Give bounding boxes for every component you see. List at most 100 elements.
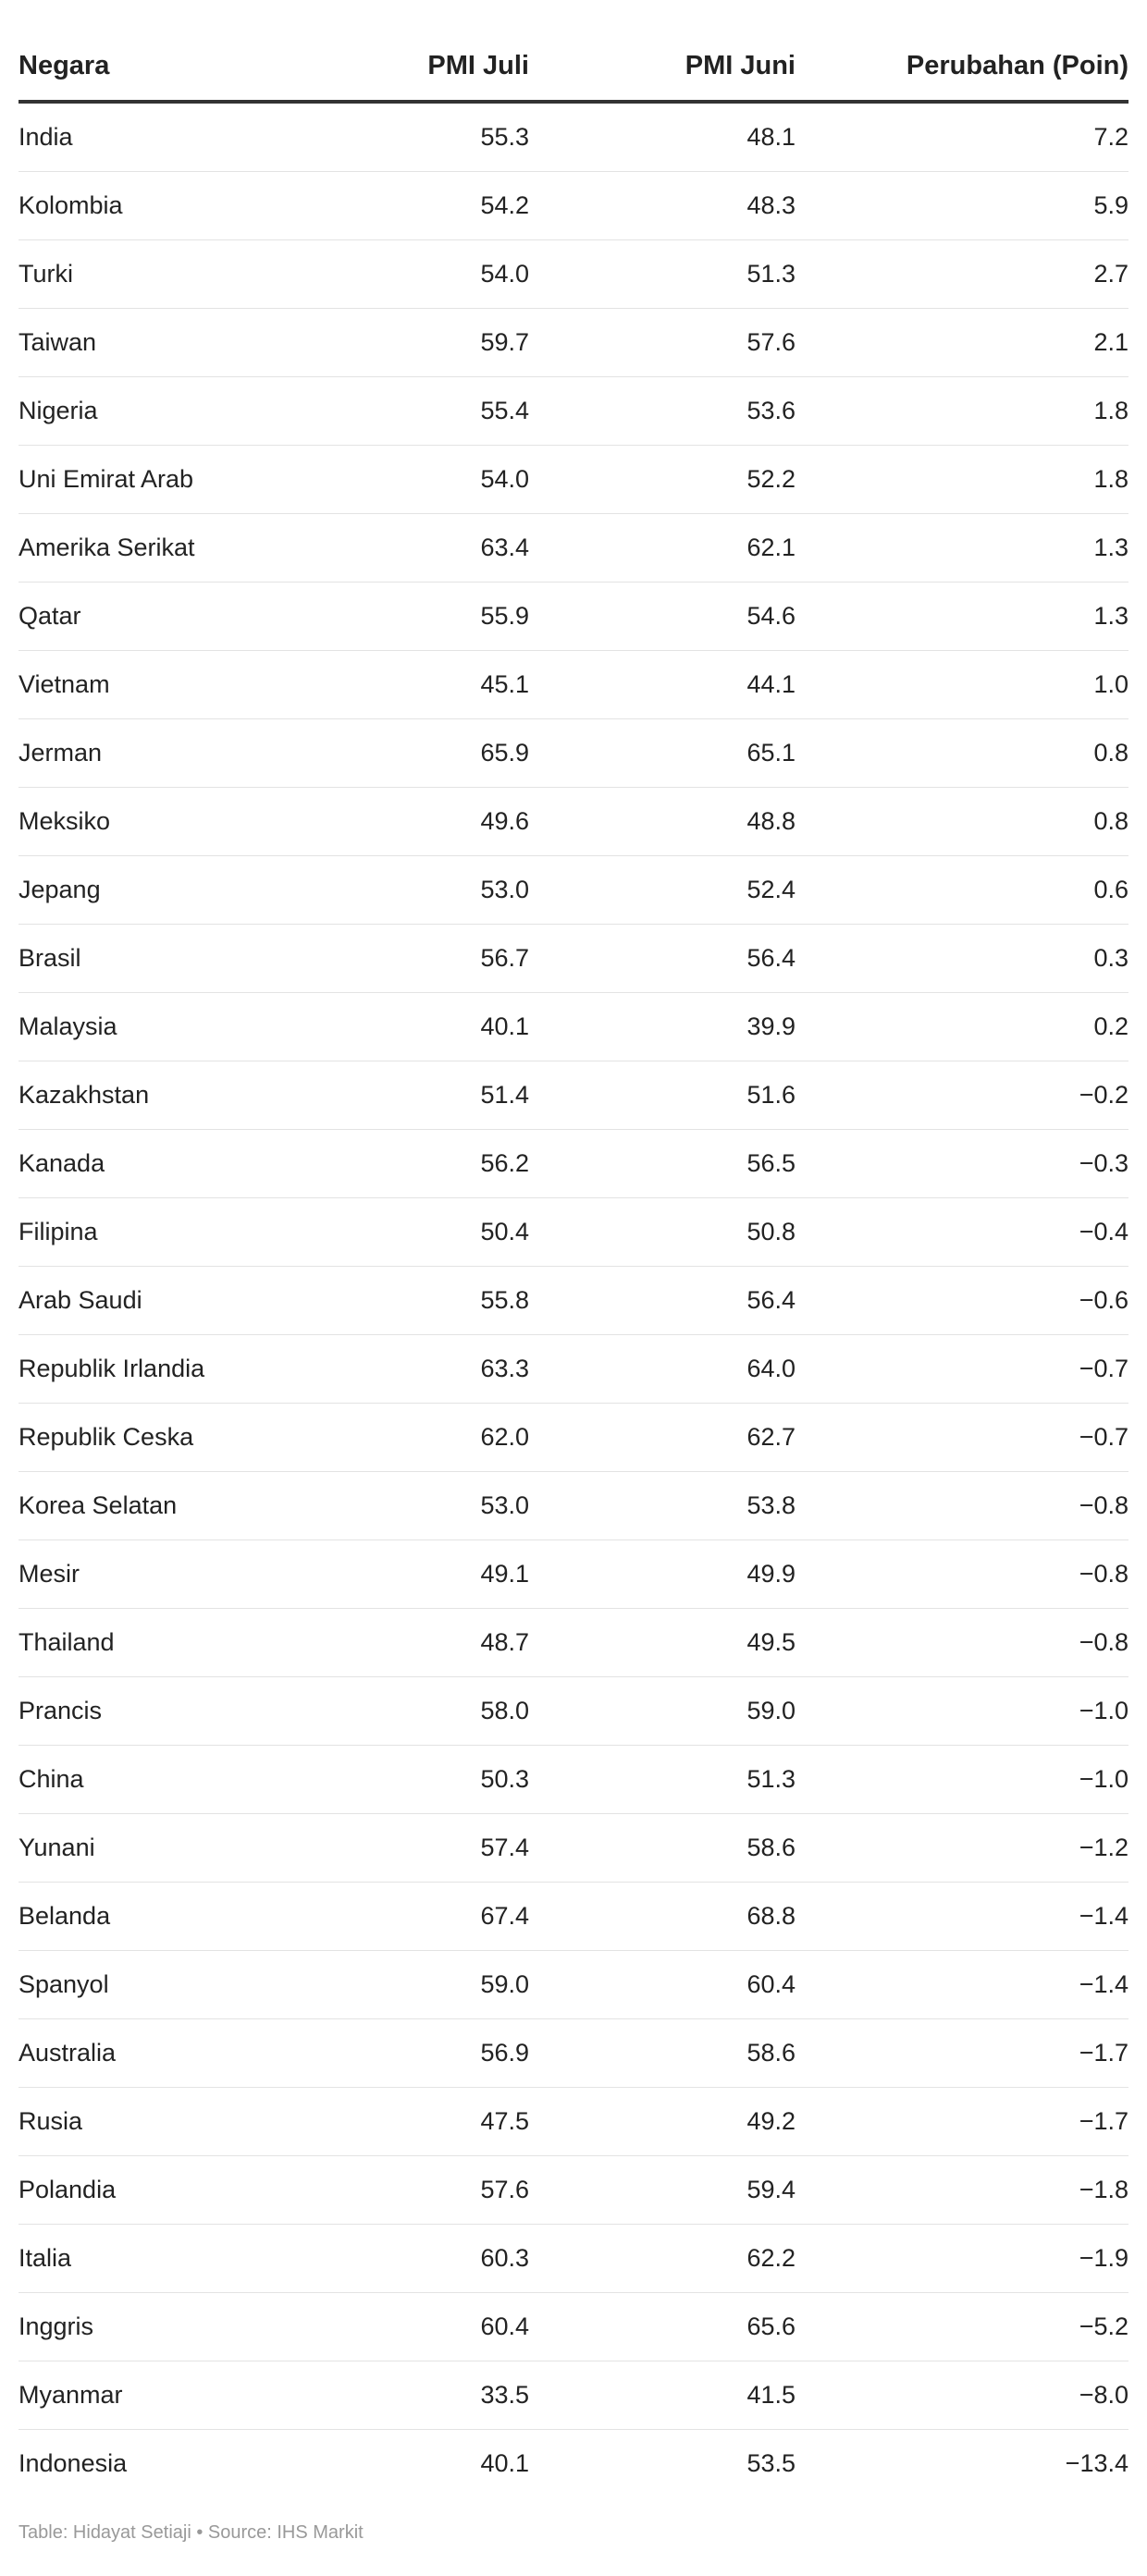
pmi-juli-cell: 51.4: [296, 1061, 529, 1130]
table-row: Prancis 58.0 59.0 −1.0: [18, 1676, 1128, 1746]
country-cell: Turki: [18, 239, 296, 309]
pmi-juli-cell: 65.9: [296, 718, 529, 788]
table-row: Amerika Serikat 63.4 62.1 1.3: [18, 513, 1128, 583]
header-pmi-juli[interactable]: PMI Juli: [296, 0, 529, 104]
pmi-juni-cell: 51.3: [529, 239, 796, 309]
table-row: Vietnam 45.1 44.1 1.0: [18, 650, 1128, 719]
table-row: China 50.3 51.3 −1.0: [18, 1745, 1128, 1814]
change-cell: 1.3: [796, 513, 1128, 583]
pmi-juni-cell: 59.0: [529, 1676, 796, 1746]
country-cell: Brasil: [18, 924, 296, 993]
country-cell: Nigeria: [18, 376, 296, 446]
pmi-juli-cell: 60.4: [296, 2292, 529, 2361]
change-cell: −1.7: [796, 2018, 1128, 2088]
table-row: Brasil 56.7 56.4 0.3: [18, 924, 1128, 993]
header-pmi-juni-label: PMI Juni: [684, 51, 796, 80]
table-row: Uni Emirat Arab 54.0 52.2 1.8: [18, 445, 1128, 514]
pmi-juli-cell: 49.1: [296, 1539, 529, 1609]
pmi-juli-cell: 62.0: [296, 1403, 529, 1472]
country-cell: Polandia: [18, 2155, 296, 2225]
pmi-juli-cell: 57.6: [296, 2155, 529, 2225]
pmi-juli-cell: 55.8: [296, 1266, 529, 1335]
table-row: Republik Irlandia 63.3 64.0 −0.7: [18, 1334, 1128, 1404]
pmi-juli-cell: 56.7: [296, 924, 529, 993]
country-cell: Kolombia: [18, 171, 296, 240]
table-row: Malaysia 40.1 39.9 0.2: [18, 992, 1128, 1061]
pmi-juli-cell: 40.1: [480, 2449, 529, 2477]
change-cell: −1.8: [796, 2155, 1128, 2225]
country-cell: Qatar: [18, 582, 296, 651]
pmi-juli-cell: 67.4: [296, 1882, 529, 1951]
table-row: Belanda 67.4 68.8 −1.4: [18, 1882, 1128, 1951]
pmi-juni-cell: 64.0: [529, 1334, 796, 1404]
country-cell: Inggris: [18, 2292, 296, 2361]
pmi-juni-cell: 44.1: [529, 650, 796, 719]
pmi-juni-cell: 65.6: [529, 2292, 796, 2361]
pmi-juli-cell: 54.2: [296, 171, 529, 240]
pmi-table-container: Negara PMI Juli PMI Juni Perubahan (Poin…: [18, 0, 1128, 2497]
change-cell: −1.2: [796, 1813, 1128, 1883]
pmi-juli-cell: 54.0: [296, 445, 529, 514]
change-cell: −1.0: [796, 1676, 1128, 1746]
header-pmi-juli-label: PMI Juli: [427, 51, 529, 80]
pmi-juni-cell: 56.4: [529, 924, 796, 993]
country-cell: China: [18, 1745, 296, 1814]
table-row: Rusia 47.5 49.2 −1.7: [18, 2087, 1128, 2156]
table-row: Filipina 50.4 50.8 −0.4: [18, 1197, 1128, 1267]
table-header: Negara PMI Juli PMI Juni Perubahan (Poin…: [18, 0, 1128, 104]
pmi-juni-cell: 49.9: [529, 1539, 796, 1609]
header-pmi-juni[interactable]: PMI Juni: [529, 0, 796, 104]
pmi-juli-cell: 55.3: [296, 102, 529, 172]
country-cell: Vietnam: [18, 650, 296, 719]
change-cell: −0.6: [796, 1266, 1128, 1335]
change-cell: −13.4: [1065, 2449, 1128, 2477]
pmi-juni-cell: 68.8: [529, 1882, 796, 1951]
table-row: Mesir 49.1 49.9 −0.8: [18, 1539, 1128, 1609]
change-cell: 1.3: [796, 582, 1128, 651]
country-cell: Belanda: [18, 1882, 296, 1951]
country-cell: Prancis: [18, 1676, 296, 1746]
country-cell: Spanyol: [18, 1950, 296, 2019]
country-cell: Republik Ceska: [18, 1403, 296, 1472]
pmi-juli-cell: 45.1: [296, 650, 529, 719]
pmi-juli-cell: 57.4: [296, 1813, 529, 1883]
change-cell: −0.8: [796, 1471, 1128, 1540]
pmi-juli-cell: 59.7: [296, 308, 529, 377]
table-row: Jerman 65.9 65.1 0.8: [18, 718, 1128, 788]
header-perubahan[interactable]: Perubahan (Poin): [796, 0, 1128, 104]
country-cell: Malaysia: [18, 992, 296, 1061]
change-cell: −1.9: [796, 2224, 1128, 2293]
table-row: Kolombia 54.2 48.3 5.9: [18, 171, 1128, 240]
pmi-juli-cell: 55.9: [296, 582, 529, 651]
pmi-juni-cell: 54.6: [529, 582, 796, 651]
change-cell: 2.7: [796, 239, 1128, 309]
pmi-juli-cell: 60.3: [296, 2224, 529, 2293]
pmi-juli-cell: 63.4: [296, 513, 529, 583]
country-cell: Rusia: [18, 2087, 296, 2156]
change-cell: −1.4: [796, 1882, 1128, 1951]
country-cell: Jerman: [18, 718, 296, 788]
header-negara[interactable]: Negara: [18, 0, 296, 104]
pmi-juli-cell: 54.0: [296, 239, 529, 309]
table-row: Nigeria 55.4 53.6 1.8: [18, 376, 1128, 446]
country-cell: Amerika Serikat: [18, 513, 296, 583]
pmi-juni-cell: 51.3: [529, 1745, 796, 1814]
change-cell: −1.0: [796, 1745, 1128, 1814]
country-cell: Jepang: [18, 855, 296, 925]
change-cell: 1.0: [796, 650, 1128, 719]
pmi-juni-cell: 49.2: [529, 2087, 796, 2156]
country-cell: Taiwan: [18, 308, 296, 377]
table-row: Korea Selatan 53.0 53.8 −0.8: [18, 1471, 1128, 1540]
change-cell: −0.8: [796, 1608, 1128, 1677]
pmi-juni-cell: 52.4: [529, 855, 796, 925]
pmi-juli-cell: 48.7: [296, 1608, 529, 1677]
country-cell: Indonesia: [18, 2449, 128, 2477]
country-cell: Korea Selatan: [18, 1471, 296, 1540]
country-cell: Thailand: [18, 1608, 296, 1677]
pmi-juli-cell: 63.3: [296, 1334, 529, 1404]
change-cell: 2.1: [796, 308, 1128, 377]
country-cell: India: [18, 102, 296, 172]
table-row: India 55.3 48.1 7.2: [18, 102, 1128, 172]
pmi-juni-cell: 52.2: [529, 445, 796, 514]
pmi-juni-cell: 53.6: [529, 376, 796, 446]
